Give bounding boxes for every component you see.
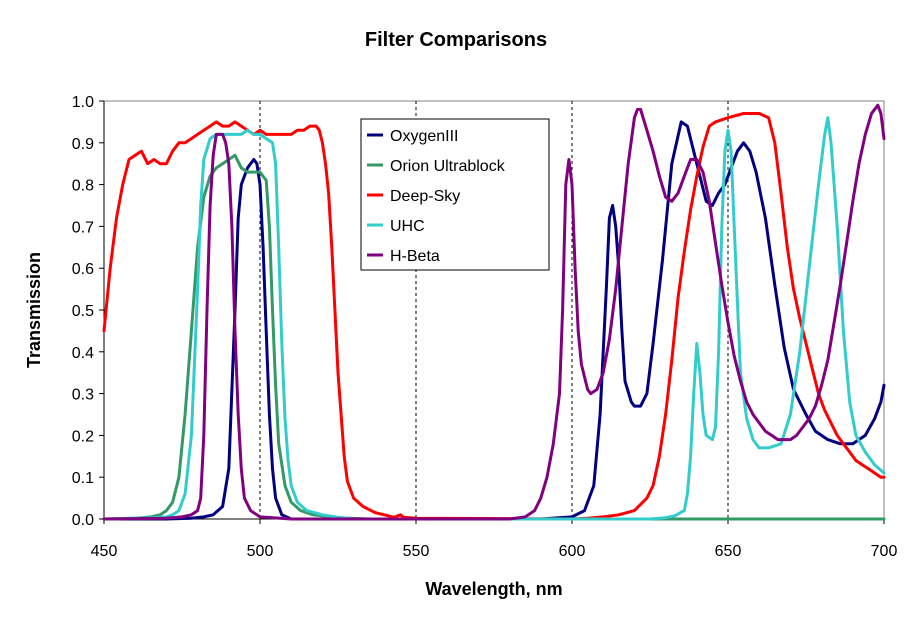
y-tick-label: 0.6 — [72, 261, 94, 278]
y-tick-label: 0.9 — [72, 136, 94, 153]
y-tick-label: 0.4 — [72, 345, 94, 362]
legend-label: Deep-Sky — [390, 188, 460, 205]
series-line-orion-ultrablock — [102, 153, 886, 521]
y-axis-title: Transmission — [24, 252, 44, 368]
legend-label: UHC — [390, 218, 425, 235]
chart-title: Filter Comparisons — [365, 29, 547, 51]
y-tick-label: 0.7 — [72, 219, 94, 236]
x-tick-label: 600 — [559, 543, 586, 560]
x-tick-label: 500 — [247, 543, 274, 560]
y-tick-label: 0.0 — [72, 512, 94, 529]
y-tick-label: 0.8 — [72, 178, 94, 195]
x-tick-label: 450 — [91, 543, 118, 560]
legend-label: H-Beta — [390, 248, 440, 265]
x-tick-label: 700 — [871, 543, 898, 560]
series-line-oxygeniii — [102, 120, 886, 521]
grid-lines — [259, 101, 729, 519]
legend: OxygenIII Orion Ultrablock Deep-Sky UHC H-Be… — [360, 118, 550, 271]
axes: 0.0 0.1 0.2 0.3 0.4 0.5 0.6 0.7 0.8 0.9 1.0 450 500 5… — [72, 94, 898, 560]
legend-box — [360, 118, 550, 271]
y-tick-label: 1.0 — [72, 94, 94, 111]
y-tick-label: 0.1 — [72, 470, 94, 487]
series-line-deep-sky — [102, 112, 886, 521]
legend-label: OxygenIII — [390, 128, 458, 145]
x-tick-label: 550 — [403, 543, 430, 560]
y-tick-label: 0.2 — [72, 428, 94, 445]
y-tick-label: 0.3 — [72, 387, 94, 404]
series-line-h-beta — [102, 103, 886, 521]
x-axis-title: Wavelength, nm — [425, 579, 562, 599]
y-tick-label: 0.5 — [72, 303, 94, 320]
x-tick-label: 650 — [715, 543, 742, 560]
legend-label: Orion Ultrablock — [390, 158, 506, 175]
series-lines — [102, 103, 886, 521]
